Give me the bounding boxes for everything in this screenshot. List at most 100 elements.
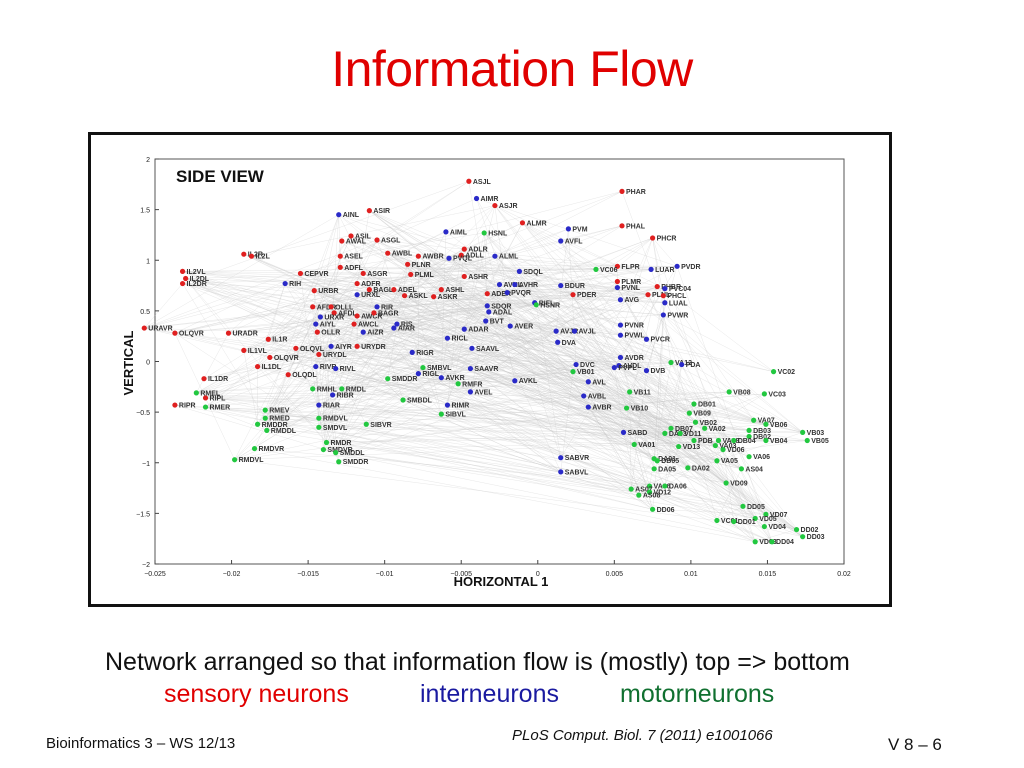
neuron-point: AVEL xyxy=(467,389,493,396)
neuron-label: AVER xyxy=(514,324,533,331)
neuron-label: SAAVL xyxy=(476,346,500,353)
neuron-marker xyxy=(385,376,391,382)
network-edge xyxy=(575,364,797,530)
network-edge xyxy=(506,271,520,293)
network-edge xyxy=(620,357,647,371)
neuron-label: HSNR xyxy=(540,302,560,309)
neuron-label: AS04 xyxy=(745,466,763,473)
neuron-label: VB10 xyxy=(631,406,649,413)
network-edge xyxy=(144,293,488,329)
network-edge xyxy=(617,287,773,542)
network-edge xyxy=(476,198,678,267)
network-edge xyxy=(312,225,623,308)
neuron-point: PLMR xyxy=(614,278,641,286)
neuron-marker xyxy=(486,309,492,315)
neuron-point: AVDL xyxy=(616,362,642,370)
network-edge xyxy=(441,255,462,378)
neuron-marker xyxy=(558,469,564,475)
neuron-marker xyxy=(202,404,209,410)
network-edge xyxy=(387,252,682,365)
neuron-marker xyxy=(241,251,247,257)
network-edge xyxy=(323,449,756,519)
neuron-marker xyxy=(496,281,503,288)
neuron-label: RIFL xyxy=(539,300,555,307)
neuron-label: AIMR xyxy=(481,196,499,203)
network-edge xyxy=(182,283,665,303)
network-edge xyxy=(266,430,766,515)
network-edge xyxy=(366,292,508,425)
neuron-marker xyxy=(751,417,757,423)
neuron-marker xyxy=(573,361,579,368)
network-edge xyxy=(257,424,650,493)
neuron-label: PVCR xyxy=(650,337,669,344)
network-edge xyxy=(614,367,650,487)
network-edge xyxy=(312,294,574,308)
network-edge xyxy=(588,381,727,484)
neuron-point: AVKL xyxy=(512,378,538,385)
network-edge xyxy=(174,404,319,419)
network-edge xyxy=(228,283,286,334)
neuron-label: ALML xyxy=(499,254,519,261)
network-edge xyxy=(470,368,717,461)
neuron-label: PVQR xyxy=(511,290,531,297)
neuron-marker xyxy=(232,457,238,463)
neuron-label: AWCL xyxy=(358,322,379,329)
network-edge xyxy=(182,266,618,272)
neuron-point: ADEL xyxy=(391,287,418,294)
neuron-marker xyxy=(570,369,576,375)
neuron-point: SIBVR xyxy=(363,421,392,429)
neuron-label: ASGR xyxy=(367,271,387,278)
neuron-point: AVJR xyxy=(553,328,578,336)
network-edge xyxy=(494,191,623,257)
neuron-point: ADER xyxy=(484,291,511,298)
neuron-marker xyxy=(339,238,345,244)
neuron-label: PHCL xyxy=(667,293,687,300)
neuron-label: PLML xyxy=(415,272,435,279)
neuron-point: RIPL xyxy=(202,395,226,402)
neuron-point: VB11 xyxy=(627,389,651,396)
network-edge xyxy=(494,205,511,327)
neuron-marker xyxy=(793,526,800,533)
neuron-marker xyxy=(558,282,564,289)
neuron-marker xyxy=(570,292,576,298)
neuron-label: VA05 xyxy=(721,458,738,465)
network-edge xyxy=(588,406,653,510)
neuron-marker xyxy=(461,273,467,280)
network-edge xyxy=(185,278,388,379)
neuron-label: BAGL xyxy=(373,287,394,294)
network-edge xyxy=(404,295,655,459)
neuron-point: RICL xyxy=(444,335,468,343)
neuron-marker xyxy=(484,291,490,297)
network-edge xyxy=(234,306,313,460)
neuron-point: OLQVL xyxy=(293,345,325,353)
network-edge xyxy=(268,295,405,340)
neuron-marker xyxy=(415,371,421,377)
neuron-label: DA01 xyxy=(658,456,676,463)
network-edge xyxy=(670,362,803,537)
neuron-point: PVCR xyxy=(643,336,670,344)
network-edge xyxy=(205,397,624,433)
network-edge xyxy=(620,237,653,336)
neuron-marker xyxy=(360,270,366,277)
neuron-marker xyxy=(804,437,810,444)
network-edge xyxy=(487,305,696,423)
neuron-marker xyxy=(297,270,304,277)
neuron-point: VD04 xyxy=(761,523,786,531)
network-edge xyxy=(448,258,574,295)
neuron-marker xyxy=(461,246,467,252)
network-edge xyxy=(519,271,649,295)
neuron-label: OLLL xyxy=(335,304,354,311)
neuron-marker xyxy=(366,208,372,214)
network-edge xyxy=(476,198,537,305)
neuron-point: VB05 xyxy=(804,437,829,445)
network-edge xyxy=(522,222,621,300)
network-edge xyxy=(557,294,649,343)
neuron-label: URXL xyxy=(361,292,381,299)
neuron-label: BAGR xyxy=(378,310,399,317)
neuron-point: ASEL xyxy=(337,253,364,261)
network-edge xyxy=(185,278,442,415)
network-edge xyxy=(185,278,336,453)
network-edge xyxy=(266,430,635,445)
network-edge xyxy=(652,237,664,296)
neuron-label: PLMR xyxy=(621,279,641,286)
